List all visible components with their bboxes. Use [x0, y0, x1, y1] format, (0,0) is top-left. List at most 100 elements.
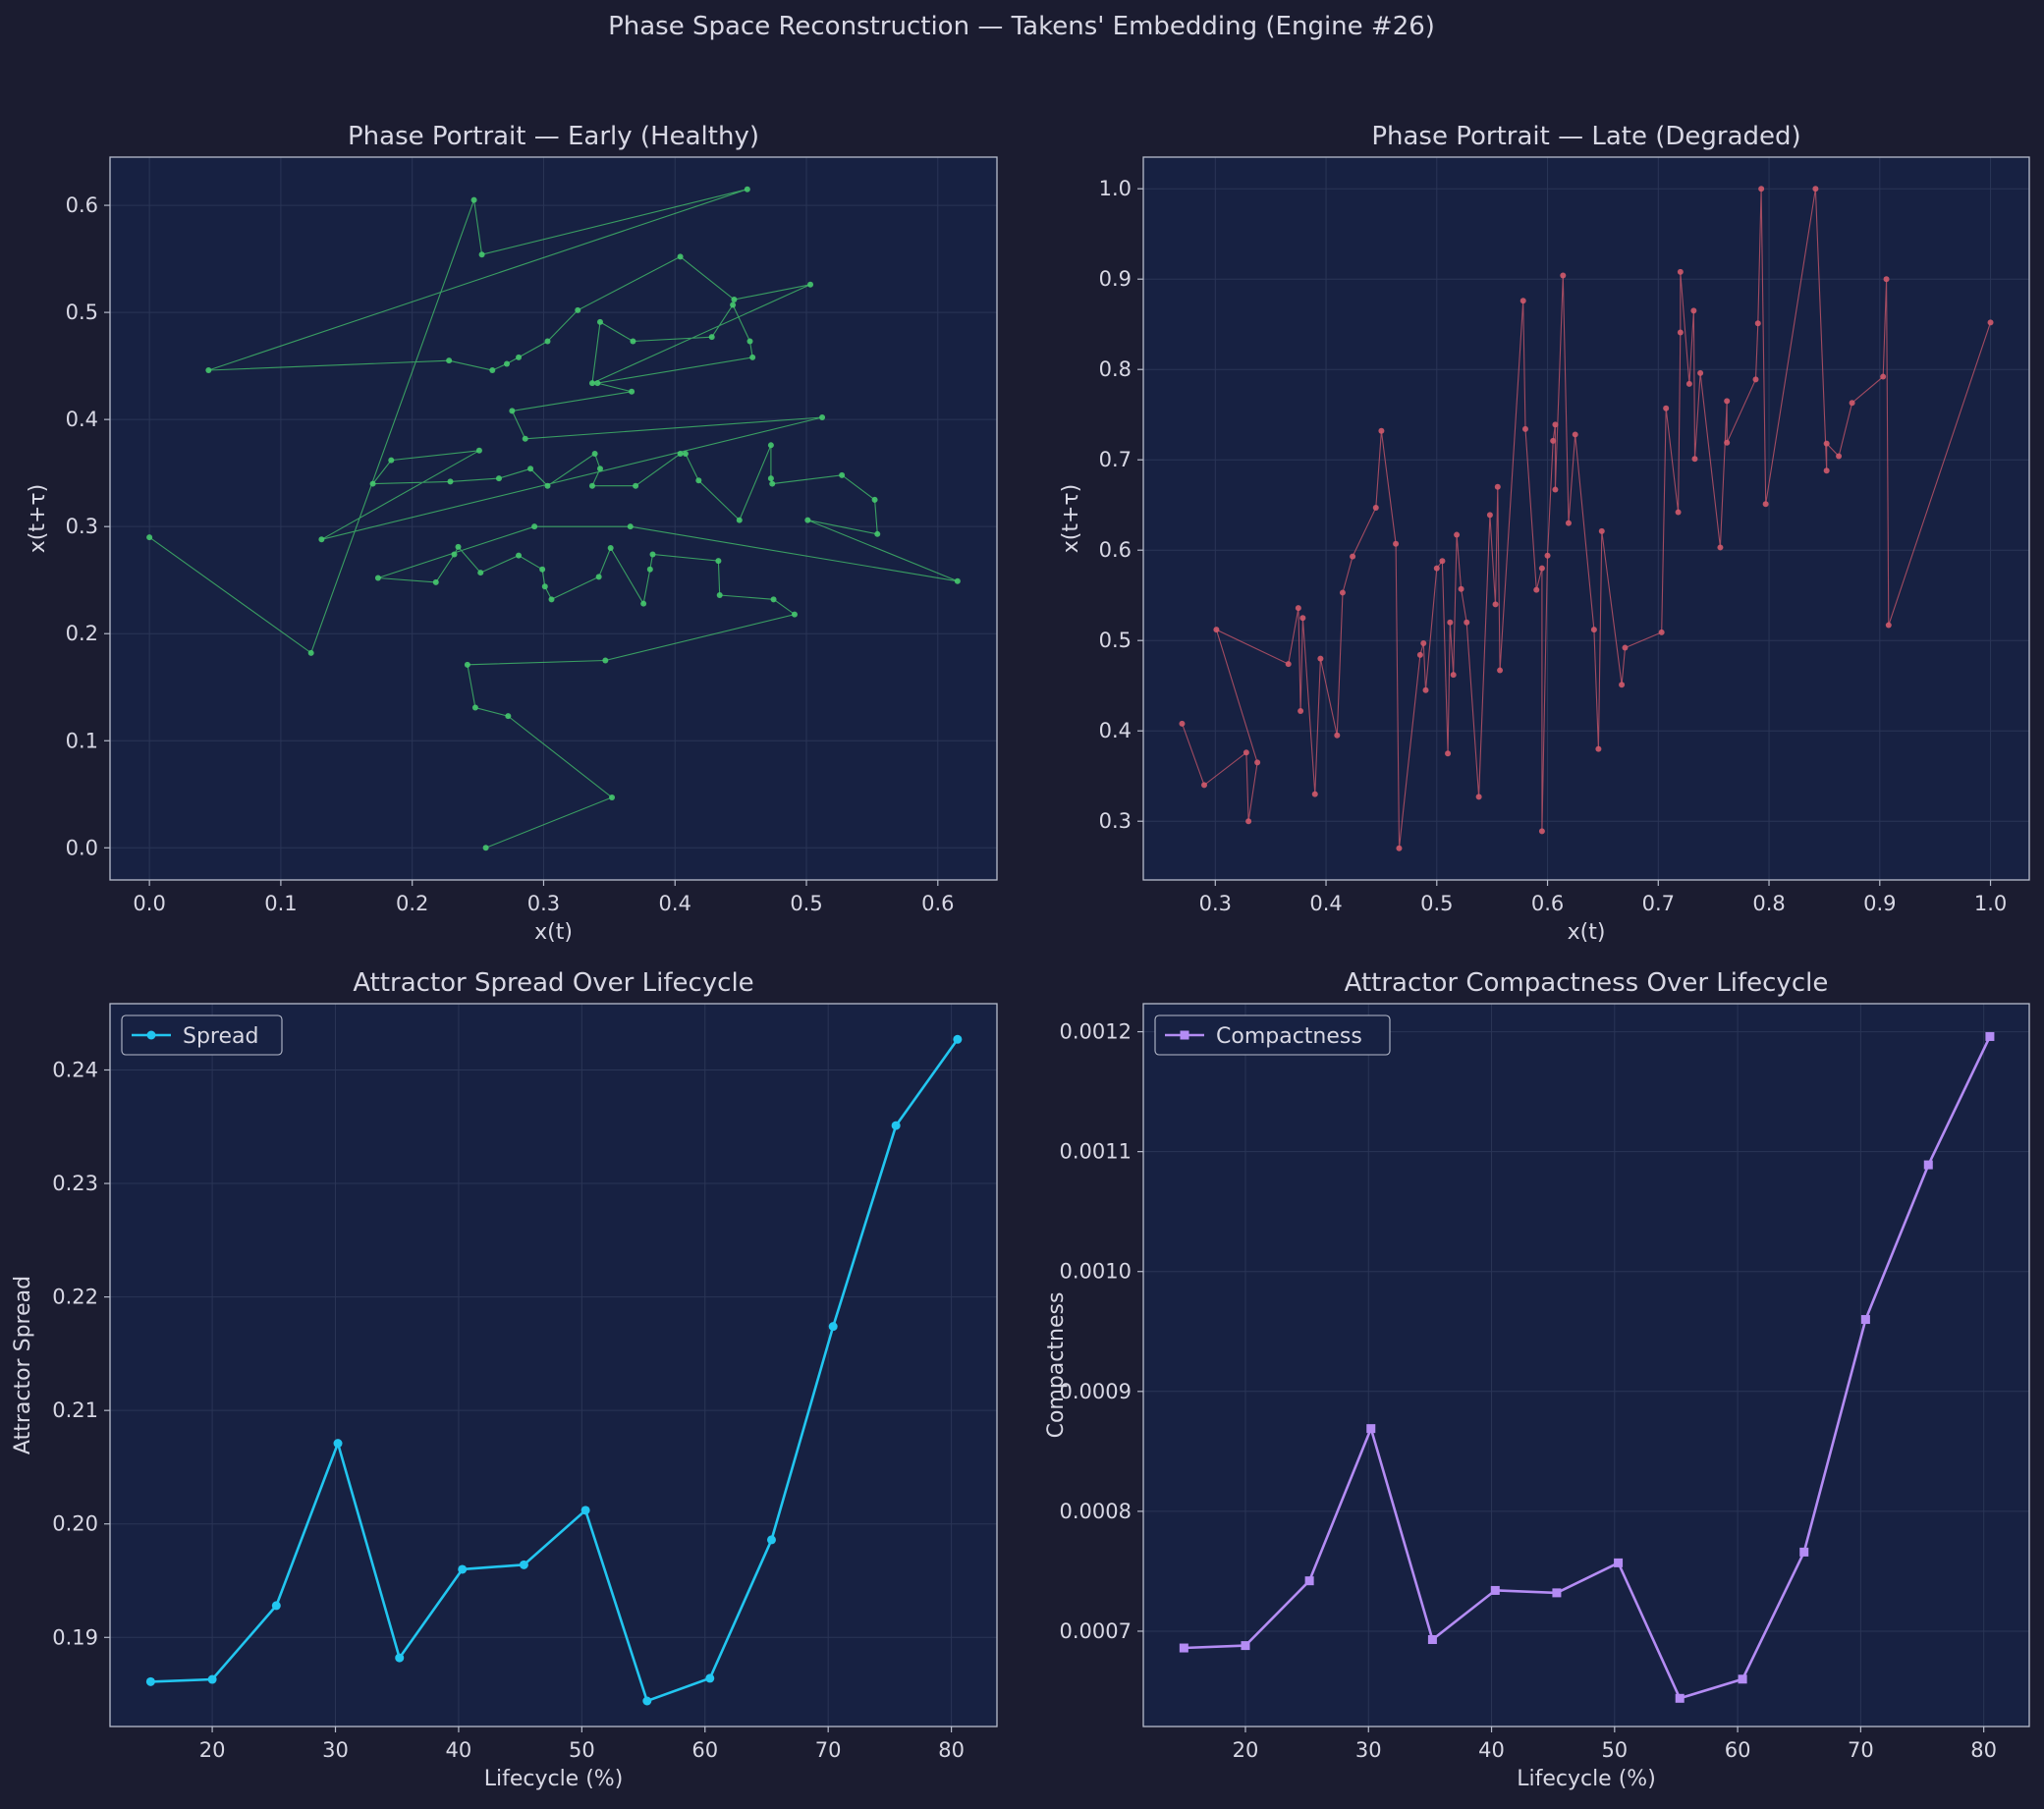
compactness-x-tick-label: 80	[1970, 1738, 1997, 1762]
early-point	[575, 306, 581, 313]
compactness-legend-marker	[1180, 1030, 1189, 1040]
late-point	[1475, 794, 1482, 800]
late-x-tick-label: 0.6	[1531, 892, 1564, 915]
compactness-y-tick-label: 0.0008	[1060, 1500, 1132, 1523]
late-point	[1690, 307, 1697, 314]
late-point	[1880, 373, 1887, 380]
spread-marker	[580, 1506, 590, 1515]
late-point	[1285, 661, 1292, 668]
early-point	[767, 442, 774, 449]
early-point	[807, 281, 814, 288]
early-point	[588, 482, 595, 489]
early-point	[731, 297, 738, 303]
spread-legend-marker	[146, 1030, 156, 1040]
early-point	[819, 413, 826, 420]
late-point	[1372, 504, 1379, 511]
compactness-y-tick-label: 0.0012	[1060, 1020, 1132, 1044]
early-point	[633, 482, 639, 489]
early-point	[505, 713, 512, 720]
late-x-tick-label: 0.7	[1642, 892, 1675, 915]
spread-x-tick-label: 30	[322, 1738, 349, 1762]
late-point	[1350, 553, 1356, 560]
early-point	[749, 354, 756, 360]
early-point	[769, 480, 776, 487]
late-point	[1420, 639, 1427, 646]
early-point	[531, 523, 538, 530]
early-point	[595, 574, 602, 580]
compactness-marker	[1614, 1558, 1624, 1567]
late-y-tick-label: 0.7	[1099, 448, 1132, 471]
compactness-marker	[1985, 1031, 1995, 1041]
early-point	[477, 570, 484, 576]
late-y-tick-label: 0.6	[1099, 538, 1132, 562]
late-point	[1697, 369, 1704, 376]
compactness-axes-background	[1143, 1004, 2029, 1727]
late-point	[1422, 686, 1429, 693]
spread-marker	[207, 1674, 217, 1684]
late-point	[1179, 720, 1186, 727]
late-x-axis-label: x(t)	[1568, 920, 1606, 945]
early-y-tick-label: 0.3	[66, 515, 98, 538]
early-point	[716, 591, 723, 598]
late-point	[1552, 486, 1559, 493]
early-point	[539, 566, 546, 573]
early-point	[544, 482, 551, 489]
late-point	[1450, 672, 1457, 679]
late-point	[1416, 651, 1423, 658]
late-point	[1812, 186, 1819, 192]
early-point	[374, 575, 381, 581]
late-point	[1717, 544, 1724, 551]
compactness-marker	[1179, 1643, 1188, 1653]
early-y-tick-label: 0.6	[66, 193, 98, 217]
late-axes-background	[1143, 157, 2029, 880]
late-point	[1439, 558, 1446, 565]
spread-y-axis-label: Attractor Spread	[11, 1276, 35, 1454]
early-point	[446, 357, 453, 364]
early-point	[594, 380, 601, 387]
late-point	[1295, 605, 1301, 612]
compactness-y-tick-label: 0.0010	[1060, 1260, 1132, 1284]
early-point	[602, 657, 609, 664]
late-point	[1658, 629, 1665, 635]
spread-legend: Spread	[121, 1014, 283, 1056]
late-point	[1823, 440, 1830, 447]
late-point	[1987, 319, 1994, 326]
early-axes-background	[110, 157, 997, 880]
early-point	[677, 451, 684, 458]
early-point	[871, 496, 878, 503]
early-point	[471, 704, 478, 711]
early-point	[730, 302, 737, 308]
compactness-marker	[1552, 1588, 1562, 1598]
late-y-tick-label: 0.3	[1099, 809, 1132, 833]
early-point	[607, 544, 614, 551]
late-point	[1685, 380, 1692, 387]
late-point	[1201, 782, 1208, 789]
early-point	[682, 451, 689, 458]
late-point	[1458, 585, 1464, 592]
early-point	[307, 649, 314, 656]
late-point	[1885, 622, 1892, 629]
late-point	[1590, 627, 1597, 633]
early-axes-frame	[109, 156, 998, 881]
compactness-plot-area	[1179, 1031, 1995, 1703]
spread-x-axis-label: Lifecycle (%)	[484, 1767, 624, 1791]
late-point	[1724, 398, 1731, 405]
late-point	[1245, 818, 1252, 825]
compactness-x-tick-label: 60	[1725, 1738, 1751, 1762]
early-point	[504, 360, 511, 367]
spread-y-tick-label: 0.23	[52, 1172, 98, 1195]
late-x-tick-label: 0.5	[1420, 892, 1453, 915]
early-x-tick-label: 0.2	[396, 892, 428, 915]
compactness-y-tick-label: 0.0007	[1060, 1619, 1132, 1643]
early-point	[146, 534, 153, 541]
early-point	[746, 338, 753, 345]
late-point	[1677, 329, 1684, 336]
early-point	[388, 457, 395, 464]
early-point	[874, 530, 881, 537]
early-point	[455, 543, 462, 550]
early-point	[482, 845, 489, 851]
late-point	[1445, 750, 1452, 757]
early-point	[495, 475, 502, 482]
late-point	[1433, 565, 1440, 572]
